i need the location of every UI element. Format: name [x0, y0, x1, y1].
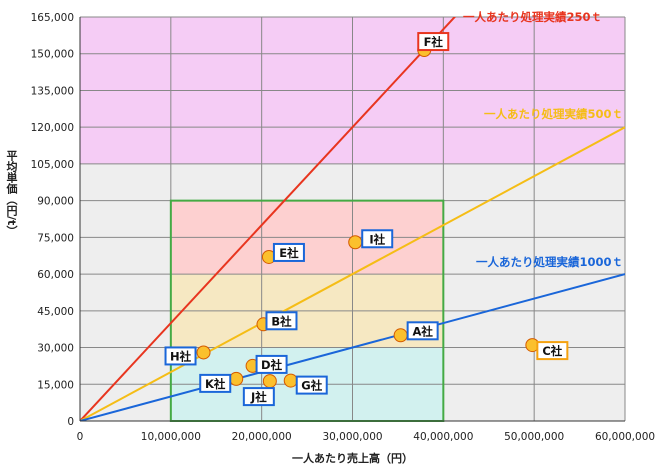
y-tick-label: 120,000 [31, 122, 74, 134]
reference-lines [80, 17, 625, 421]
reference-line-2 [80, 126, 625, 421]
y-tick-label: 90,000 [37, 196, 74, 208]
y-tick-label: 60,000 [37, 269, 74, 281]
data-label-box [536, 341, 569, 361]
data-label: B社 [271, 314, 292, 328]
reference-line-label-3: 一人あたり処理実績1000ｔ [476, 255, 623, 269]
x-tick-label: 10,000,000 [141, 431, 201, 443]
y-tick-label: 105,000 [31, 159, 74, 171]
y-tick-label: 75,000 [37, 232, 74, 244]
data-label: F社 [424, 35, 444, 49]
data-label: H社 [170, 349, 192, 363]
data-label: D社 [261, 358, 283, 372]
reference-line-3 [80, 273, 625, 421]
y-tick-label: 15,000 [37, 379, 74, 391]
data-point-G社 [283, 373, 298, 388]
y-tick-label: 30,000 [37, 343, 74, 355]
data-label-box [295, 375, 328, 395]
y-tick-label: 45,000 [37, 306, 74, 318]
data-point-I社 [348, 235, 363, 250]
x-tick-label: 60,000,000 [595, 431, 655, 443]
y-tick-label: 0 [67, 416, 74, 428]
y-tick-label: 165,000 [31, 12, 74, 24]
data-point-A社 [393, 328, 408, 343]
data-label-box [406, 321, 439, 341]
y-axis-label: 平均単価（円/t） [5, 150, 18, 237]
data-label-box [164, 346, 197, 366]
data-point-K社 [229, 371, 244, 386]
x-axis-label: 一人あたり売上高（円） [292, 452, 413, 465]
data-label-box [417, 32, 450, 52]
reference-line-label-1: 一人あたり処理実績250ｔ [463, 10, 602, 24]
reference-line-label-2: 一人あたり処理実績500ｔ [484, 107, 623, 121]
x-tick-label: 20,000,000 [232, 431, 292, 443]
data-label: J社 [250, 390, 267, 404]
data-label-box [361, 229, 394, 249]
data-label-box [242, 387, 275, 407]
data-label: C社 [542, 344, 562, 358]
data-label: E社 [279, 246, 299, 260]
data-label-box [255, 354, 288, 374]
data-label: G社 [301, 379, 322, 393]
x-tick-label: 30,000,000 [322, 431, 382, 443]
data-point-J社 [262, 374, 277, 389]
data-label: A社 [412, 324, 433, 338]
x-tick-label: 40,000,000 [413, 431, 473, 443]
reference-line-1 [80, 17, 457, 421]
x-tick-label: 0 [77, 431, 84, 443]
y-tick-label: 135,000 [31, 85, 74, 97]
data-point-H社 [196, 345, 211, 360]
data-label: K社 [205, 377, 226, 391]
y-tick-label: 150,000 [31, 49, 74, 61]
data-label-box [199, 373, 232, 393]
data-label: I社 [369, 232, 385, 246]
data-label-box [265, 311, 298, 331]
x-tick-label: 50,000,000 [504, 431, 564, 443]
data-label-box [272, 242, 305, 262]
